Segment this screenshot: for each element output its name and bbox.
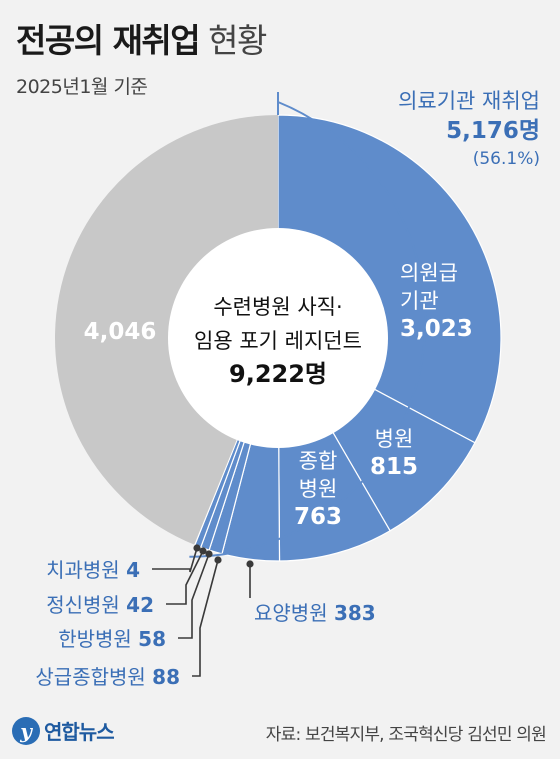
slice-0-label-line-2: 3,023 xyxy=(400,316,473,342)
slice-4-callout-label: 상급종합병원 88 xyxy=(35,665,180,689)
slice-4-callout-name: 상급종합병원 xyxy=(35,665,152,689)
slice-6-callout-label: 정신병원 42 xyxy=(46,593,154,617)
title-bold: 전공의 재취업 xyxy=(16,21,201,60)
slice-3-callout-label: 요양병원 383 xyxy=(254,601,376,625)
slice-5-callout-line xyxy=(178,553,210,639)
center-label-line-0: 수련병원 사직· xyxy=(213,295,342,319)
pie-center-hole xyxy=(168,228,388,448)
yonhap-logo-icon: y xyxy=(12,716,40,745)
date-label: 2025년1월 기준 xyxy=(16,76,148,98)
center-label-line-1: 임용 포기 레지던트 xyxy=(194,329,362,353)
slice-7-callout-name: 치과병원 xyxy=(46,558,126,582)
slice-6-callout-name: 정신병원 xyxy=(46,593,126,617)
slice-7-callout-label: 치과병원 4 xyxy=(46,558,140,582)
slice-5-callout-value: 58 xyxy=(138,627,166,651)
group-label-name: 의료기관 재취업 xyxy=(398,89,540,113)
chart-title: 전공의 재취업 현황 xyxy=(16,14,267,62)
slice-6-callout-value: 42 xyxy=(126,593,154,617)
slice-0-label-line-0: 의원급 xyxy=(400,261,458,285)
yonhap-logo: y 연합뉴스 xyxy=(12,716,115,745)
slice-5-callout-label: 한방병원 58 xyxy=(58,627,166,651)
source-note: 자료: 보건복지부, 조국혁신당 김선민 의원 xyxy=(265,725,547,745)
slice-2-label-line-0: 종합 xyxy=(299,449,338,473)
slice-2-label-line-2: 763 xyxy=(294,504,342,530)
slice-3-callout-value: 383 xyxy=(334,601,376,625)
slice-6-callout-line xyxy=(166,550,204,605)
center-label-line-2: 9,222명 xyxy=(229,360,327,388)
slice-7-callout-value: 4 xyxy=(126,558,140,582)
slice-5-callout-name: 한방병원 xyxy=(58,627,138,651)
group-label-percent: (56.1%) xyxy=(473,149,540,169)
slice-8-wedge xyxy=(54,115,279,545)
slice-3-callout-name: 요양병원 xyxy=(254,601,334,625)
slice-2-label-line-1: 병원 xyxy=(299,477,338,501)
slice-8-label: 4,046 xyxy=(84,319,157,345)
slice-4-callout-value: 88 xyxy=(152,665,180,689)
slice-0-label-line-1: 기관 xyxy=(400,289,439,313)
yonhap-logo-text: 연합뉴스 xyxy=(44,720,115,744)
slice-1-label-line-1: 815 xyxy=(370,454,418,480)
title-light: 현황 xyxy=(208,21,267,60)
slice-7-callout-line xyxy=(152,547,198,573)
slice-4-callout-line xyxy=(192,559,219,677)
slice-1-label-line-0: 병원 xyxy=(375,427,414,451)
group-arc xyxy=(189,101,427,558)
group-label-value: 5,176명 xyxy=(446,118,540,144)
